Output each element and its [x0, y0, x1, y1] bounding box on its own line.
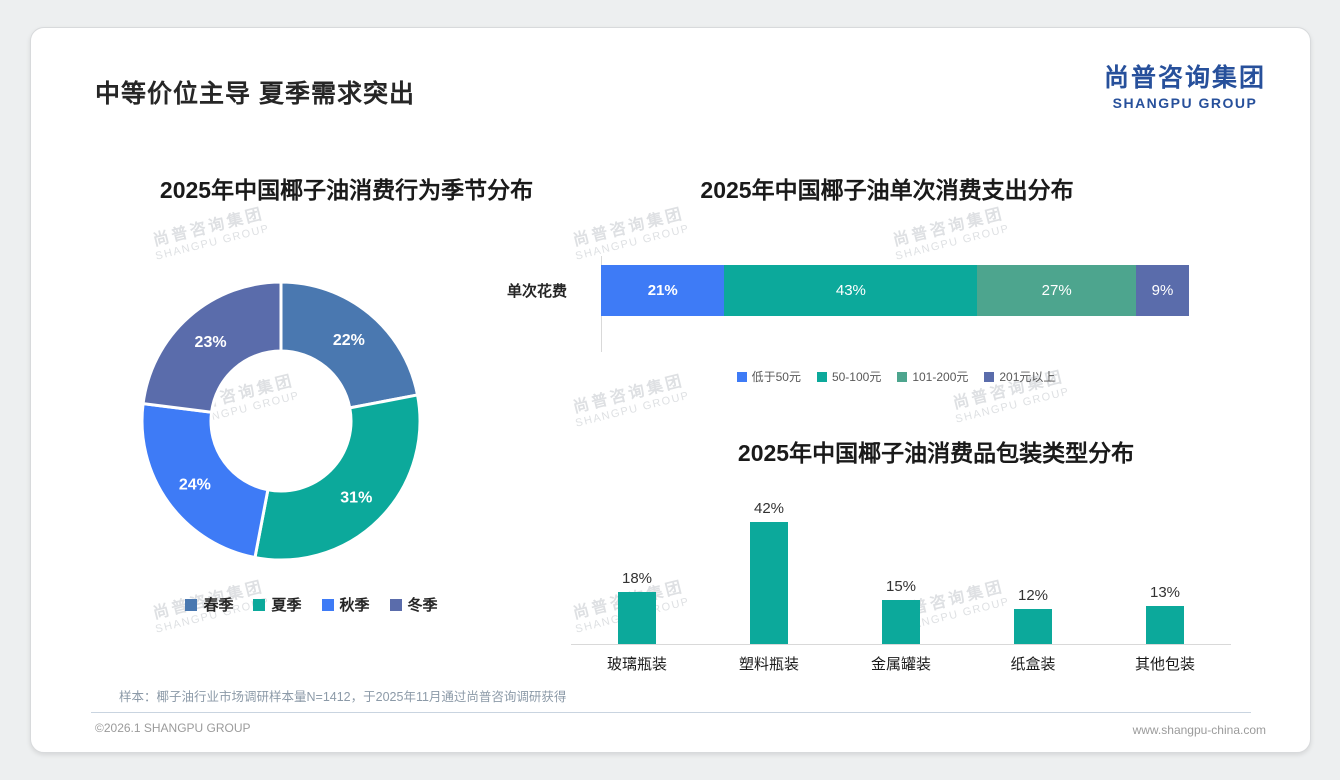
donut-legend-item: 冬季: [389, 594, 438, 615]
donut-slice-value: 24%: [179, 477, 211, 494]
logo-chinese-text: 尚普咨询集团: [1103, 64, 1266, 92]
stacked-segment: 27%: [977, 265, 1137, 316]
bar-value-label: 13%: [1149, 584, 1181, 601]
bar-category-label: 玻璃瓶装: [606, 656, 667, 673]
footer-divider: [91, 712, 1251, 713]
stacked-legend-item: 201元以上: [984, 368, 1055, 385]
stacked-legend-item: 101-200元: [897, 368, 968, 385]
donut-slice: [141, 280, 283, 414]
legend-swatch: [897, 371, 908, 382]
bar: [1014, 609, 1052, 644]
packaging-bar-chart: 18% 42% 15% 12% 13%: [571, 485, 1231, 645]
stacked-chart-title: 2025年中国椰子油单次消费支出分布: [700, 177, 1074, 203]
bar-value-label: 18%: [621, 570, 653, 587]
legend-label: 201元以上: [999, 370, 1056, 384]
legend-label: 50-100元: [831, 370, 882, 384]
slide-card: 尚普咨询集团 SHANGPU GROUP 尚普咨询集团 SHANGPU GROUP 尚普…: [30, 27, 1311, 753]
stacked-segment: 21%: [601, 265, 725, 316]
seasonal-donut-chart: 22% 31% 24% 23%: [140, 280, 422, 562]
legend-label: 低于50元: [751, 370, 801, 384]
stacked-segment: 43%: [724, 265, 978, 316]
sample-note: 样本：椰子油行业市场调研样本量N=1412，于2025年11月通过尚普咨询调研获…: [119, 690, 567, 704]
stacked-segment: 9%: [1136, 265, 1189, 316]
stacked-bar-row: 单次花费 21% 43% 27% 9%: [507, 265, 1189, 316]
legend-swatch: [321, 598, 334, 611]
bar: [750, 522, 788, 644]
bar-value-label: 42%: [753, 500, 785, 517]
donut-chart-title: 2025年中国椰子油消费行为季节分布: [159, 177, 534, 203]
donut-legend-item: 夏季: [253, 594, 302, 615]
bar: [1146, 606, 1184, 644]
website-url: www.shangpu-china.com: [1132, 723, 1266, 737]
donut-legend: 春季 夏季 秋季 冬季: [89, 594, 534, 615]
bar-slot: 13%: [1099, 485, 1231, 644]
legend-label: 101-200元: [912, 370, 969, 384]
bar-slot: 12%: [967, 485, 1099, 644]
bar-slot: 42%: [703, 485, 835, 644]
legend-swatch: [253, 598, 266, 611]
legend-label: 冬季: [407, 597, 438, 614]
bar-slot: 18%: [571, 485, 703, 644]
bar-value-label: 15%: [885, 578, 917, 595]
donut-slice: [140, 401, 270, 560]
legend-swatch: [185, 598, 198, 611]
donut-slice-value: 31%: [340, 489, 372, 506]
bar-category-label: 其他包装: [1134, 656, 1195, 673]
donut-slice: [253, 393, 422, 562]
donut-slice: [279, 280, 420, 410]
legend-label: 夏季: [271, 597, 302, 614]
legend-swatch: [736, 371, 747, 382]
legend-swatch: [389, 598, 402, 611]
bar-chart-title: 2025年中国椰子油消费品包装类型分布: [737, 440, 1135, 466]
bar: [618, 592, 656, 644]
logo-english-text: SHANGPU GROUP: [1112, 95, 1258, 111]
stacked-bar-category-label: 单次花费: [507, 283, 568, 300]
bar-category-label: 塑料瓶装: [738, 656, 799, 673]
page-title: 中等价位主导 夏季需求突出: [95, 80, 415, 108]
legend-swatch: [984, 371, 995, 382]
donut-legend-item: 春季: [185, 594, 233, 615]
bar-category-label: 金属罐装: [870, 656, 931, 673]
legend-label: 春季: [203, 597, 234, 614]
bar-slot: 15%: [835, 485, 967, 644]
donut-slice-value: 22%: [333, 332, 365, 349]
stacked-legend-item: 低于50元: [736, 368, 801, 385]
legend-swatch: [816, 371, 827, 382]
bar-value-label: 12%: [1017, 587, 1049, 604]
donut-legend-item: 秋季: [321, 594, 370, 615]
bar: [882, 600, 920, 644]
legend-label: 秋季: [339, 597, 370, 614]
stacked-bar-legend: 低于50元 50-100元 101-200元 201元以上: [601, 368, 1191, 385]
company-logo: 尚普咨询集团 SHANGPU GROUP: [1104, 58, 1266, 111]
bar-category-label: 纸盒装: [1010, 656, 1056, 673]
donut-slice-value: 23%: [195, 334, 227, 351]
spending-stacked-bar: 21% 43% 27% 9%: [601, 265, 1189, 316]
copyright-text: ©2026.1 SHANGPU GROUP: [95, 721, 251, 735]
bar-chart-category-labels: 玻璃瓶装 塑料瓶装 金属罐装 纸盒装 其他包装: [571, 653, 1231, 674]
stacked-legend-item: 50-100元: [816, 368, 882, 385]
